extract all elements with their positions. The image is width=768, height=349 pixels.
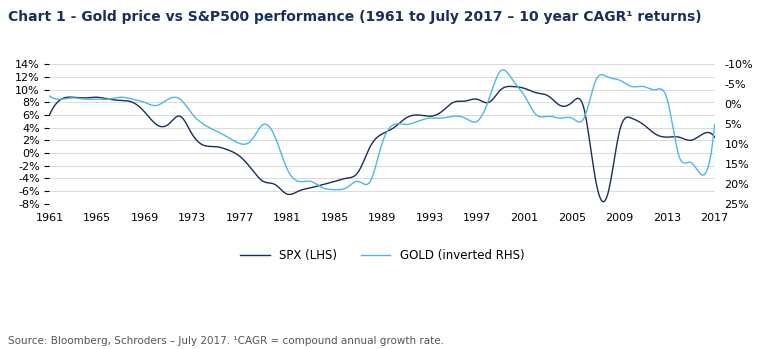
GOLD (inverted RHS) [333, 188, 342, 192]
SPX (LHS) [598, 200, 607, 204]
GOLD (inverted RHS) [551, 116, 560, 120]
GOLD (inverted RHS) [710, 122, 720, 127]
GOLD (inverted RHS) [432, 116, 441, 120]
SPX (LHS) [550, 99, 559, 104]
Text: Chart 1 - Gold price vs S&P500 performance (1961 to July 2017 – 10 year CAGR¹ re: Chart 1 - Gold price vs S&P500 performan… [8, 10, 701, 24]
SPX (LHS) [86, 96, 95, 100]
SPX (LHS) [505, 84, 515, 89]
Legend: SPX (LHS), GOLD (inverted RHS): SPX (LHS), GOLD (inverted RHS) [235, 244, 529, 267]
SPX (LHS) [468, 97, 478, 101]
GOLD (inverted RHS) [449, 114, 458, 118]
GOLD (inverted RHS) [498, 68, 508, 72]
GOLD (inverted RHS) [619, 81, 628, 85]
SPX (LHS) [619, 118, 628, 122]
GOLD (inverted RHS) [86, 97, 95, 101]
SPX (LHS) [710, 135, 720, 139]
Text: Source: Bloomberg, Schroders – July 2017. ¹CAGR = compound annual growth rate.: Source: Bloomberg, Schroders – July 2017… [8, 335, 444, 346]
SPX (LHS) [45, 113, 54, 117]
SPX (LHS) [431, 113, 440, 117]
SPX (LHS) [449, 100, 458, 104]
GOLD (inverted RHS) [469, 120, 478, 124]
Line: GOLD (inverted RHS): GOLD (inverted RHS) [49, 70, 715, 190]
Line: SPX (LHS): SPX (LHS) [49, 87, 715, 202]
GOLD (inverted RHS) [45, 94, 54, 98]
